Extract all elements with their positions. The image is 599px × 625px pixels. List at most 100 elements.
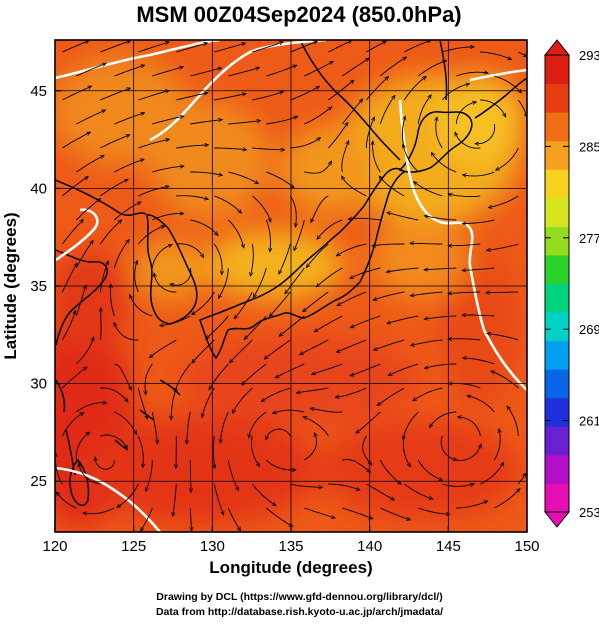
streamline: [171, 387, 177, 419]
streamline: [76, 110, 105, 125]
streamline: [317, 219, 343, 239]
cool-region: [280, 125, 380, 215]
streamline: [350, 267, 381, 278]
streamline: [135, 261, 139, 293]
streamline: [265, 339, 291, 359]
streamline: [328, 483, 359, 490]
russia-coastline: [299, 40, 401, 161]
streamline: [410, 243, 443, 244]
streamline: [379, 96, 395, 125]
streamline: [430, 411, 457, 427]
streamline: [517, 99, 527, 117]
streamline: [227, 459, 238, 490]
colorbar-band: [545, 483, 569, 513]
streamline: [235, 291, 253, 319]
colorbar-bottom-arrow: [543, 511, 571, 528]
streamline: [265, 219, 270, 252]
streamline: [496, 147, 519, 170]
colorbar: 293 285 277 269 261 253: [543, 39, 599, 528]
isotherm: [469, 68, 527, 82]
y-tick-label: 40: [30, 180, 47, 197]
streamline: [83, 507, 115, 514]
streamline: [262, 387, 291, 402]
streamline: [379, 176, 405, 197]
streamline: [206, 315, 229, 339]
streamline: [290, 138, 320, 149]
isotherm: [149, 40, 327, 142]
streamline: [494, 75, 521, 93]
streamline: [114, 65, 144, 77]
x-tick-label: 145: [436, 538, 461, 555]
colorbar-label: 269: [579, 322, 599, 337]
colorbar-band: [545, 454, 569, 484]
streamline: [342, 507, 372, 519]
streamline: [493, 429, 500, 461]
cool-region: [205, 230, 345, 300]
streamline: [152, 67, 183, 77]
y-tick-label: 25: [30, 473, 47, 490]
streamline: [62, 41, 89, 53]
streamline: [456, 501, 487, 509]
hokkaido-coastline: [398, 111, 473, 173]
streamline: [76, 156, 104, 173]
streamline: [380, 507, 410, 520]
streamline: [75, 199, 100, 221]
streamline: [219, 267, 229, 298]
isotherm: [55, 208, 99, 262]
streamline: [252, 147, 284, 150]
streamline: [266, 117, 297, 125]
streamline: [266, 507, 292, 526]
streamline: [307, 243, 329, 267]
isotherm: [55, 466, 161, 532]
streamline: [403, 144, 419, 173]
streamline: [387, 267, 419, 272]
china-coastline: [55, 179, 147, 476]
streamline: [342, 176, 367, 197]
streamline: [99, 220, 121, 245]
streamline: [244, 315, 267, 339]
streamline: [76, 64, 106, 77]
streamline: [418, 61, 446, 77]
streamline: [250, 243, 254, 276]
streamline: [411, 291, 443, 296]
streamline: [114, 363, 131, 390]
streamline: [230, 339, 253, 363]
streamline: [379, 459, 401, 484]
chart-title: MSM 00Z04Sep2024 (850.0hPa): [136, 2, 461, 27]
sakhalin-coastline: [439, 40, 527, 119]
streamline: [374, 339, 405, 350]
streamline: [252, 195, 270, 222]
streamline: [138, 91, 169, 101]
streamline: [62, 177, 88, 197]
streamline: [455, 133, 481, 149]
streamline: [311, 195, 329, 222]
streamline: [266, 428, 291, 439]
streamline: [362, 435, 372, 465]
streamline: [289, 195, 296, 227]
streamline: [114, 202, 140, 221]
cool-region: [150, 100, 270, 220]
cool-region: [370, 220, 470, 300]
streamline: [475, 123, 496, 144]
streamline: [290, 41, 317, 53]
streamline: [448, 243, 481, 246]
streamline: [279, 243, 291, 274]
colorbar-top-arrow: [543, 39, 571, 56]
streamline: [265, 459, 295, 470]
x-tick-label: 140: [357, 538, 382, 555]
streamline: [378, 387, 405, 405]
streamline: [365, 117, 374, 149]
colorbar-label: 285: [579, 139, 599, 154]
streamline: [304, 507, 334, 518]
streamline: [150, 339, 177, 358]
streamline: [100, 41, 130, 53]
streamline: [418, 507, 449, 514]
x-tick-label: 125: [121, 538, 146, 555]
streamline: [401, 116, 405, 149]
colorbar-label: 277: [579, 231, 599, 246]
streamline: [176, 195, 208, 200]
streamline: [227, 507, 240, 531]
streamline: [228, 171, 258, 184]
streamline: [176, 243, 203, 258]
streamline: [404, 41, 430, 53]
